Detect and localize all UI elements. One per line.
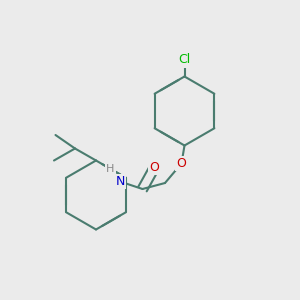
Text: Cl: Cl [178,53,190,67]
Text: N: N [115,175,125,188]
Text: H: H [106,164,115,175]
Text: O: O [150,161,159,174]
Text: O: O [177,157,186,170]
